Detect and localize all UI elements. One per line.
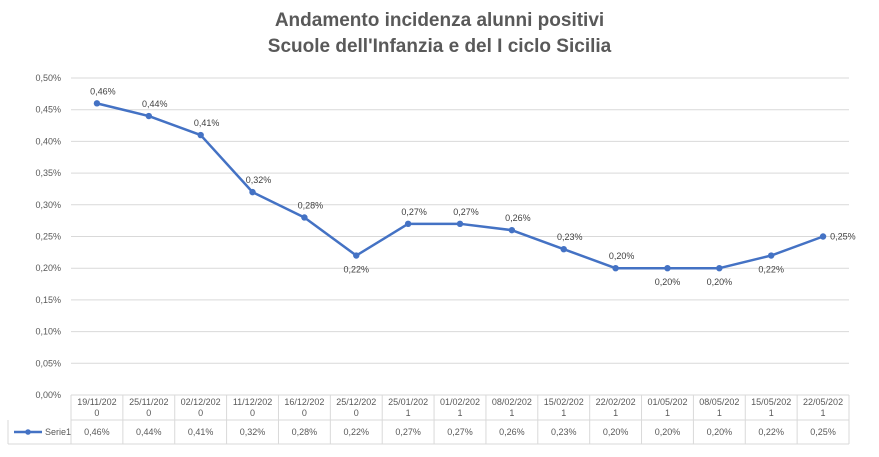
table-value-cell: 0,20%	[603, 427, 629, 437]
table-value-cell: 0,23%	[551, 427, 577, 437]
category-label: 22/02/202	[596, 397, 636, 407]
data-label: 0,44%	[142, 99, 168, 109]
table-value-cell: 0,27%	[447, 427, 473, 437]
data-label: 0,20%	[707, 277, 733, 287]
category-label-suffix: 1	[613, 408, 618, 418]
category-label: 25/01/202	[388, 397, 428, 407]
table-value-cell: 0,27%	[395, 427, 421, 437]
legend-label-serie1: Serie1	[45, 427, 71, 437]
table-value-cell: 0,20%	[655, 427, 681, 437]
category-label-suffix: 1	[457, 408, 462, 418]
data-point	[353, 252, 360, 259]
category-label-suffix: 1	[509, 408, 514, 418]
data-point	[560, 245, 567, 253]
table-value-cell: 0,26%	[499, 427, 525, 437]
y-tick-label: 0,00%	[35, 390, 61, 400]
data-label: 0,26%	[505, 213, 531, 223]
y-tick-label: 0,25%	[35, 232, 61, 242]
category-label-suffix: 1	[561, 408, 566, 418]
y-tick-label: 0,05%	[35, 358, 61, 368]
category-label: 01/02/202	[440, 397, 480, 407]
category-label: 25/12/202	[336, 397, 376, 407]
data-label: 0,46%	[90, 86, 116, 96]
data-point	[612, 265, 619, 272]
data-point	[93, 100, 101, 107]
y-axis: 0,00% 0,05% 0,10% 0,15% 0,20% 0,25% 0,30% 0,35%…	[35, 73, 61, 400]
data-label: 0,41%	[194, 118, 220, 128]
series-line	[96, 102, 824, 270]
category-label: 11/12/202	[233, 397, 272, 407]
data-point	[456, 220, 464, 228]
table-value-cell: 0,20%	[707, 427, 733, 437]
category-label-suffix: 1	[769, 408, 774, 418]
data-point	[768, 252, 775, 259]
data-label: 0,20%	[655, 277, 681, 287]
category-label: 15/05/202	[751, 397, 791, 407]
category-label: 08/02/202	[492, 397, 532, 407]
data-label: 0,23%	[557, 232, 583, 242]
table-value-cell: 0,32%	[240, 427, 266, 437]
category-label-suffix: 1	[406, 408, 411, 418]
data-point	[508, 226, 516, 234]
chart-title-line-1: Andamento incidenza alunni positivi	[274, 10, 605, 31]
category-label-suffix: 1	[665, 408, 670, 418]
y-tick-label: 0,30%	[35, 200, 61, 210]
category-label: 19/11/202	[77, 397, 116, 407]
category-label: 22/05/202	[803, 397, 843, 407]
data-label: 0,32%	[246, 175, 272, 185]
chart-title-line-2: Scuole dell'Infanzia e del I ciclo Sicil…	[267, 36, 612, 57]
table-value-cell: 0,46%	[84, 427, 110, 437]
data-table: 19/11/20200,46%25/11/20200,44%02/12/2020…	[7, 395, 850, 445]
data-point	[197, 131, 204, 139]
data-label: 0,27%	[453, 207, 479, 217]
data-label: 0,28%	[298, 200, 324, 210]
legend-marker	[25, 429, 31, 435]
category-label-suffix: 0	[146, 408, 151, 418]
data-point	[301, 214, 308, 221]
gridlines	[71, 77, 849, 396]
category-label: 16/12/202	[284, 397, 324, 407]
y-tick-label: 0,50%	[35, 73, 61, 83]
y-tick-label: 0,35%	[35, 168, 61, 178]
y-tick-label: 0,10%	[35, 327, 61, 337]
category-label-suffix: 0	[302, 408, 307, 418]
category-label: 01/05/202	[647, 397, 687, 407]
y-tick-label: 0,20%	[35, 263, 61, 273]
data-point	[145, 112, 152, 120]
table-value-cell: 0,44%	[136, 427, 162, 437]
data-label: 0,20%	[609, 251, 635, 261]
data-point	[404, 220, 412, 228]
data-label: 0,22%	[758, 265, 784, 275]
table-value-cell: 0,22%	[758, 427, 784, 437]
table-value-cell: 0,25%	[810, 427, 836, 437]
y-tick-label: 0,45%	[35, 105, 61, 115]
category-label-suffix: 0	[94, 408, 99, 418]
series-serie1: 0,46% 0,44% 0,41% 0,32% 0,28% 0,22% 0,27% 0,27%…	[90, 86, 855, 287]
table-value-cell: 0,28%	[292, 427, 318, 437]
category-label: 02/12/202	[181, 397, 221, 407]
category-label-suffix: 1	[821, 408, 826, 418]
category-label-suffix: 0	[250, 408, 255, 418]
table-value-cell: 0,22%	[344, 427, 370, 437]
category-label-suffix: 0	[198, 408, 203, 418]
table-value-cell: 0,41%	[188, 427, 214, 437]
y-tick-label: 0,40%	[35, 136, 61, 146]
data-point	[664, 265, 671, 272]
category-label-suffix: 1	[717, 408, 722, 418]
category-label: 15/02/202	[544, 397, 584, 407]
data-label: 0,25%	[830, 232, 856, 242]
category-label: 08/05/202	[699, 397, 739, 407]
data-point	[249, 188, 256, 196]
y-tick-label: 0,15%	[35, 295, 61, 305]
category-label-suffix: 0	[354, 408, 359, 418]
category-label: 25/11/202	[129, 397, 168, 407]
data-label: 0,22%	[344, 265, 370, 275]
data-point	[716, 265, 723, 272]
data-label: 0,27%	[401, 207, 427, 217]
data-point	[819, 233, 827, 240]
